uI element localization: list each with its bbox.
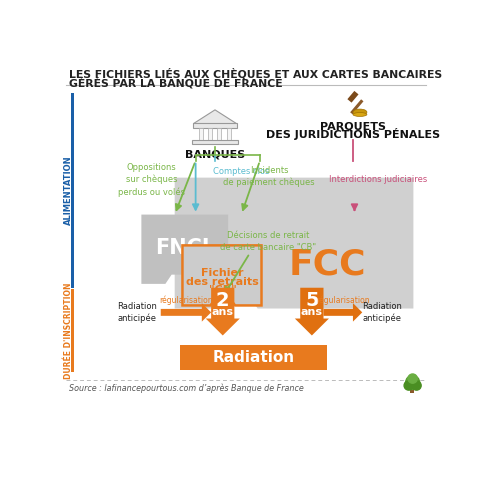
Circle shape [406, 375, 420, 389]
Polygon shape [348, 91, 359, 103]
Text: régularisation: régularisation [316, 296, 370, 306]
Bar [192, 140, 238, 144]
Text: ans: ans [212, 308, 234, 317]
Text: DURÉE D'INSCRIPTION: DURÉE D'INSCRIPTION [64, 282, 73, 379]
Polygon shape [295, 288, 329, 336]
Text: Radiation
anticipée: Radiation anticipée [362, 302, 402, 323]
Text: Comptes clos: Comptes clos [214, 167, 270, 176]
Bar [217, 127, 221, 141]
Polygon shape [161, 303, 211, 322]
Bar [227, 127, 230, 141]
Text: 5: 5 [305, 291, 319, 310]
Ellipse shape [353, 109, 367, 115]
Bar [71, 289, 74, 372]
Circle shape [412, 381, 421, 390]
Polygon shape [182, 246, 262, 306]
Circle shape [404, 381, 413, 390]
Text: PARQUETS: PARQUETS [320, 121, 386, 131]
Text: Radiation: Radiation [213, 350, 295, 365]
Text: Décisions de retrait
de carte bancaire "CB": Décisions de retrait de carte bancaire "… [220, 231, 316, 252]
Circle shape [408, 374, 417, 383]
Text: DES JURIDICTIONS PÉNALES: DES JURIDICTIONS PÉNALES [266, 128, 440, 141]
Bar [410, 388, 414, 393]
Text: régularisation: régularisation [159, 296, 213, 306]
Bar [208, 127, 212, 141]
Text: FCC: FCC [288, 247, 366, 281]
Text: Radiation
anticipée: Radiation anticipée [118, 302, 157, 323]
Bar [193, 123, 237, 128]
Text: Source : lafinancepourtous.com d’après Banque de France: Source : lafinancepourtous.com d’après B… [69, 384, 304, 394]
Polygon shape [206, 288, 240, 336]
Text: 2: 2 [216, 291, 229, 310]
Text: ALIMENTATION: ALIMENTATION [64, 155, 73, 225]
Bar [199, 127, 203, 141]
Bar [180, 345, 327, 370]
Ellipse shape [353, 113, 367, 117]
Polygon shape [193, 110, 237, 123]
Text: FNCI: FNCI [155, 238, 210, 258]
Text: Fichier: Fichier [202, 268, 244, 278]
Text: "CB": "CB" [209, 285, 237, 295]
Polygon shape [142, 215, 228, 284]
Polygon shape [324, 303, 362, 322]
Text: Incidents
de paiement chèques: Incidents de paiement chèques [223, 165, 315, 186]
Text: Interdictions judiciaires: Interdictions judiciaires [329, 176, 427, 184]
Polygon shape [175, 178, 413, 308]
Text: BANQUES: BANQUES [185, 149, 245, 159]
Text: LES FICHIERS LIÉS AUX CHÈQUES ET AUX CARTES BANCAIRES: LES FICHIERS LIÉS AUX CHÈQUES ET AUX CAR… [69, 68, 443, 80]
Text: ans: ans [301, 308, 323, 317]
Text: des retraits: des retraits [186, 277, 259, 286]
Polygon shape [350, 99, 363, 114]
Text: GÉRÉS PAR LA BANQUE DE FRANCE: GÉRÉS PAR LA BANQUE DE FRANCE [69, 77, 283, 88]
Text: Oppositions
sur chèques
perdus ou volés: Oppositions sur chèques perdus ou volés [118, 163, 185, 197]
Bar [71, 93, 74, 288]
